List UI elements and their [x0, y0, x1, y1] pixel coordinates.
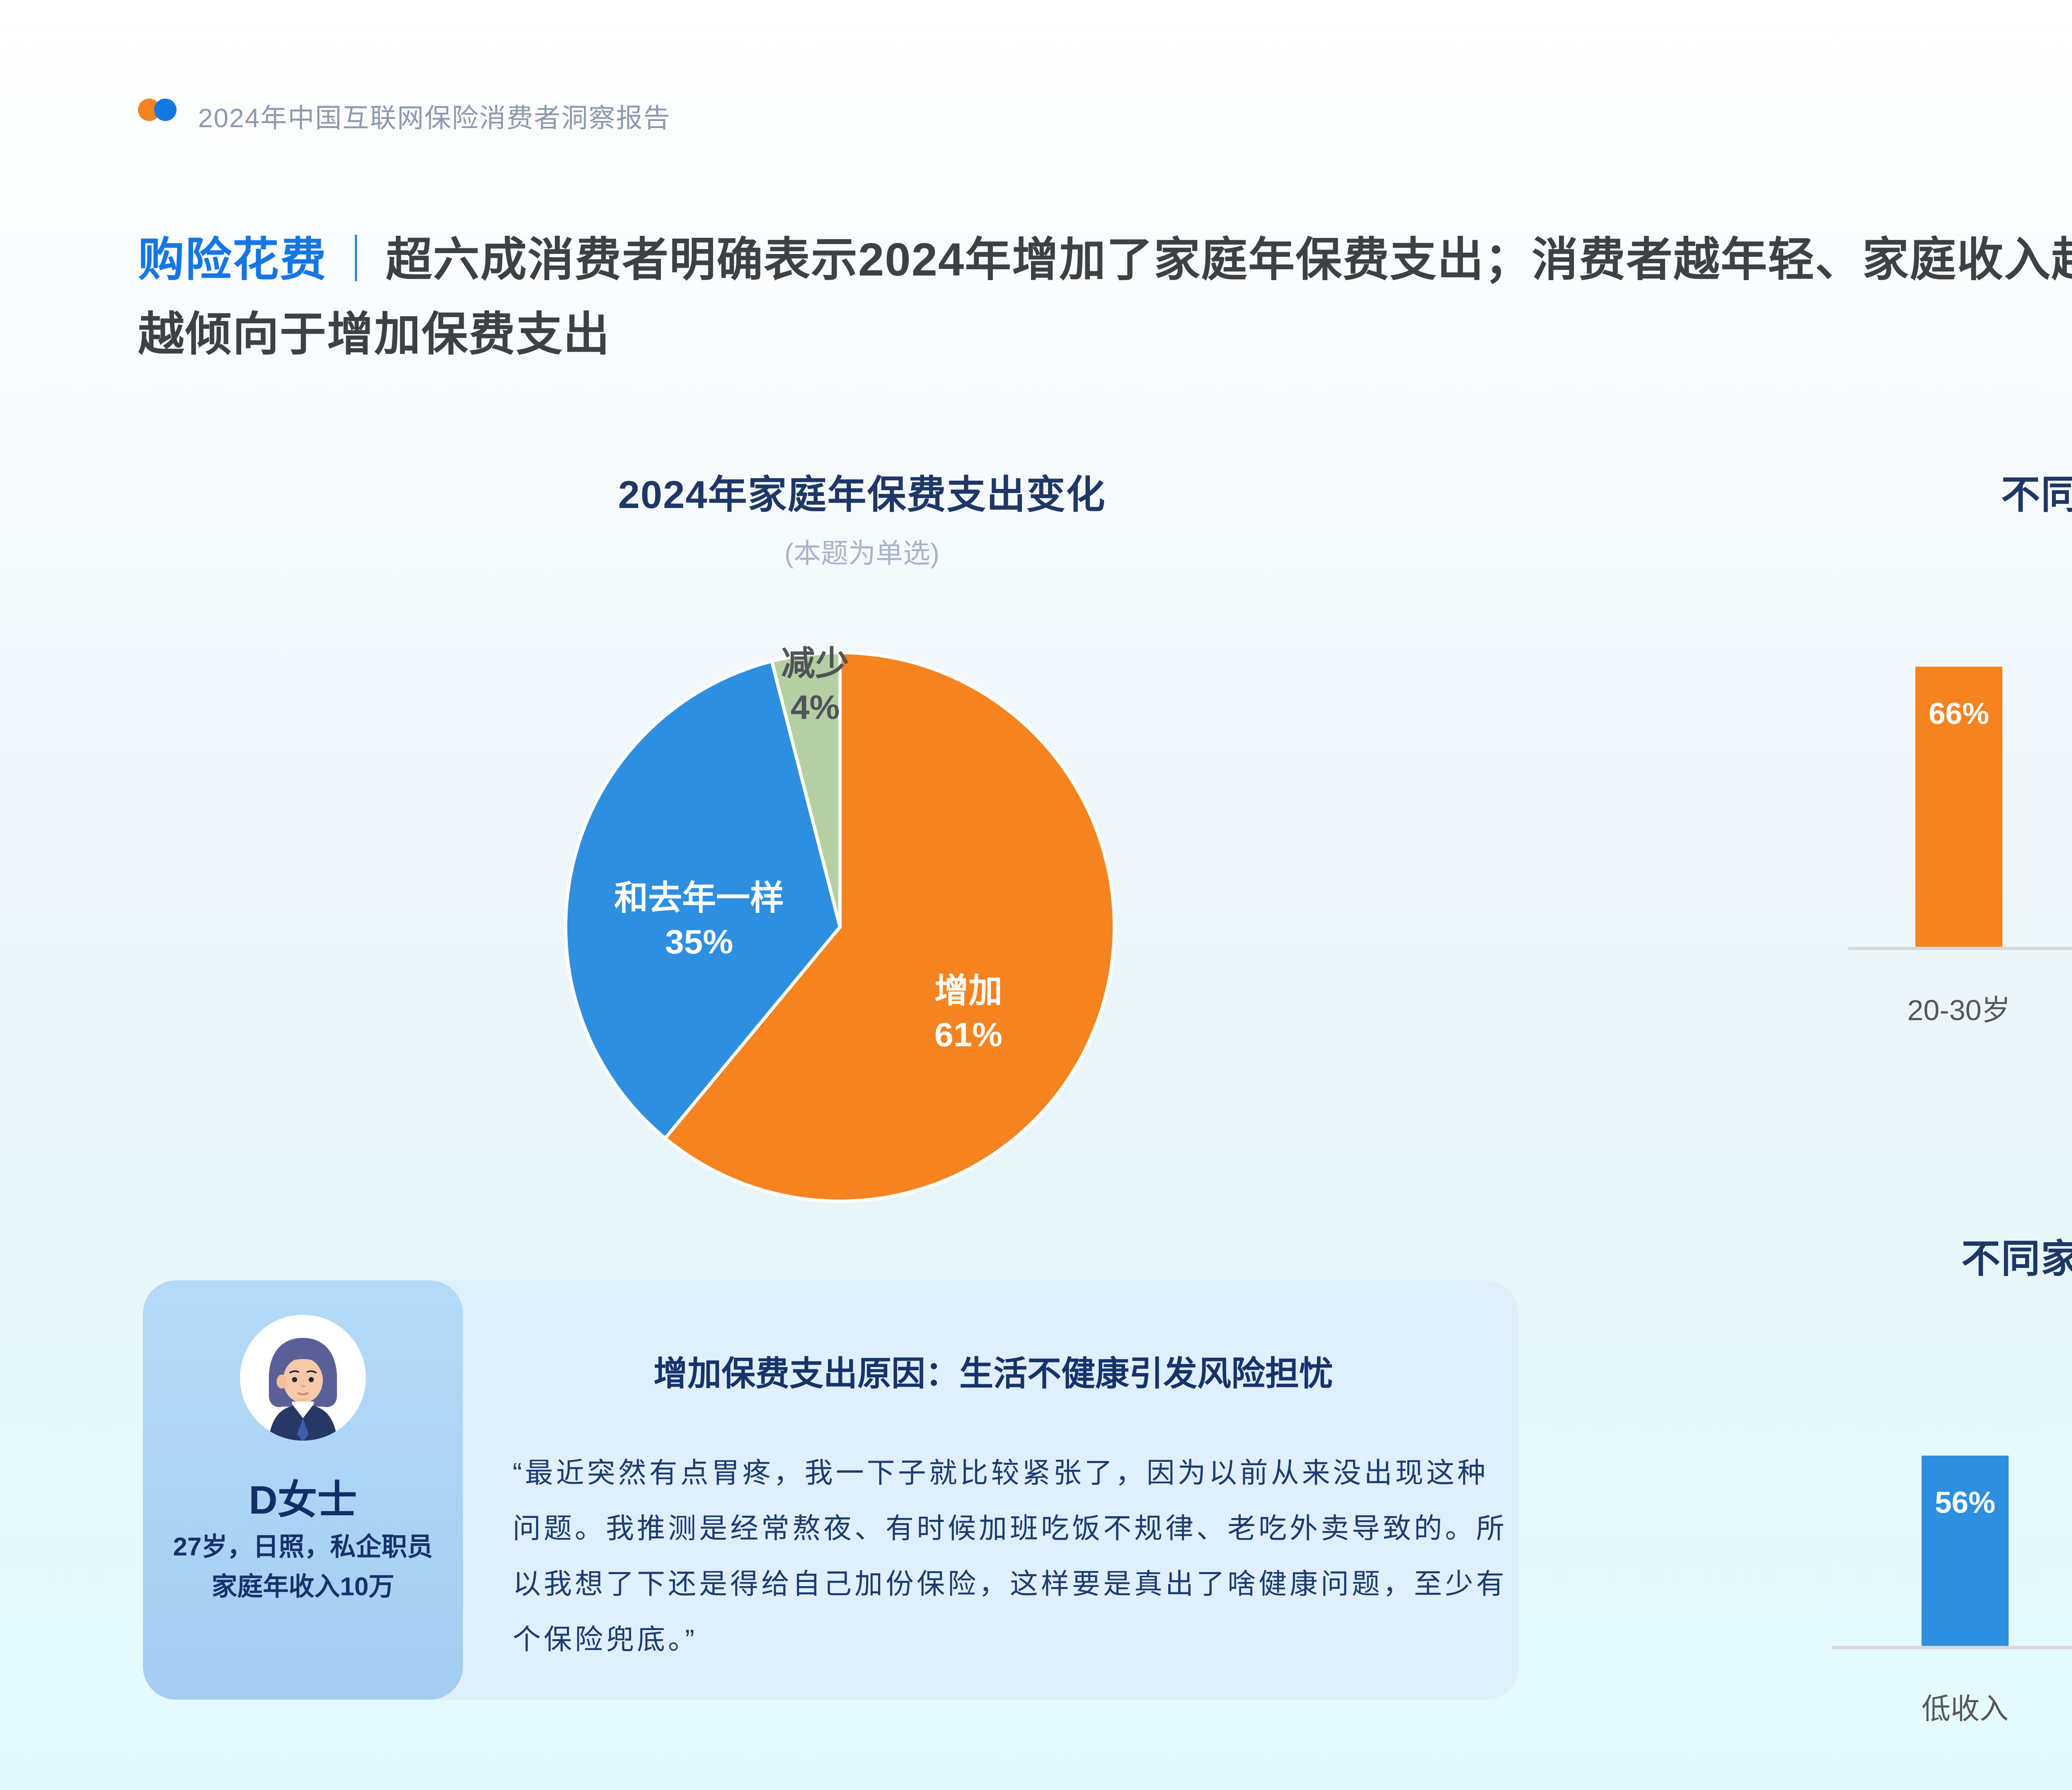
pie-label-increase: 增加 61%	[934, 972, 1003, 1054]
x-tick-label: 20-30岁	[1907, 994, 2011, 1026]
bar-column: 56%	[1880, 1401, 2050, 1646]
pie-chart-title: 2024年家庭年保费支出变化	[618, 473, 1106, 516]
age-bar-chart: 66% 65% 57% 56% 53% 20-30岁 31-40岁 41-50岁…	[1823, 638, 2072, 1094]
bar-20-30: 66%	[1915, 666, 2002, 947]
pie-label-decrease: 减少 4%	[781, 645, 849, 726]
income-x-axis	[1832, 1646, 2072, 1649]
page-title: 购险花费｜超六成消费者明确表示2024年增加了家庭年保费支出；消费者越年轻、家庭…	[138, 223, 2072, 372]
pie-chart-subtitle: (本题为单选)	[784, 538, 939, 568]
testimonial-profile-panel: D女士 27岁，日照，私企职员 家庭年收入10万	[143, 1280, 463, 1700]
pie-label-same: 和去年一样 35%	[614, 879, 784, 961]
person-profile: 27岁，日照，私企职员	[173, 1533, 433, 1561]
bar-value-label: 56%	[1934, 1485, 1996, 1519]
woman-avatar-icon	[239, 1313, 367, 1442]
quote-text: “最近突然有点胃疼，我一下子就比较紧张了，因为以前从来没出现这种问题。我推测是经…	[513, 1457, 1508, 1655]
bar-value-label: 66%	[1928, 697, 1990, 731]
title-separator: ｜	[333, 234, 380, 286]
report-title: 2024年中国互联网保险消费者洞察报告	[198, 103, 671, 133]
x-tick-label: 低收入	[1922, 1693, 2009, 1725]
bar-column: 66%	[1874, 638, 2044, 947]
income-bar-chart: 56% 58% 60% 68% 低收入 小康收入 中产收入 高收入	[1823, 1401, 2072, 1773]
age-chart-subtitle: (本题为多选)	[1778, 531, 2072, 571]
page-title-prefix: 购险花费	[138, 234, 327, 286]
page-title-line1: 超六成消费者明确表示2024年增加了家庭年保费支出；消费者越年轻、家庭收入越高，	[386, 234, 2072, 286]
income-chart-title: 不同家庭收入“增加了”家庭年保费支出的人群占比	[1961, 1237, 2072, 1280]
age-x-axis	[1848, 947, 2072, 950]
testimonial-card: D女士 27岁，日照，私企职员 家庭年收入10万 增加保费支出原因：生活不健康引…	[143, 1280, 1519, 1700]
page-title-line2: 越倾向于增加保费支出	[138, 308, 610, 360]
premium-change-pie-chart: 增加 61% 和去年一样 35% 减少 4%	[562, 645, 1118, 1205]
brand-dot-blue-icon	[154, 99, 177, 121]
quote-title: 增加保费支出原因：生活不健康引发风险担忧	[653, 1355, 1333, 1393]
bar-low-income: 56%	[1922, 1455, 2009, 1646]
income-chart-subtitle: (本题为多选)	[1778, 1295, 2072, 1335]
person-income: 家庭年收入10万	[211, 1572, 395, 1601]
age-chart-title: 不同年龄“增加了”家庭年保费支出的人群占比	[2001, 473, 2072, 516]
person-name: D女士	[249, 1478, 357, 1522]
